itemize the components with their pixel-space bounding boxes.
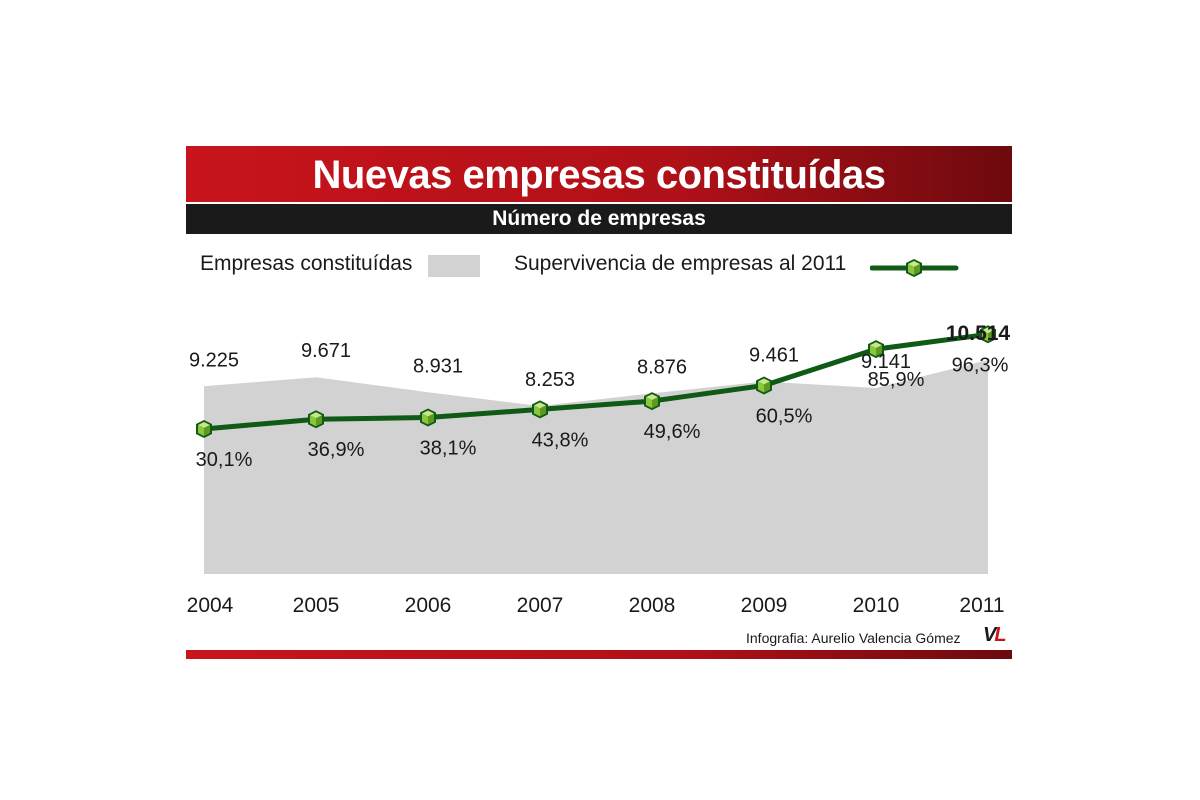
marker-cube-icon — [980, 325, 996, 344]
legend-swatch-line — [870, 259, 959, 277]
line-value-label: 60,5% — [756, 405, 813, 427]
logo-l: L — [994, 624, 1006, 646]
marker-cube-icon — [420, 408, 436, 427]
credit-text: Infografia: Aurelio Valencia Gómez — [746, 630, 961, 646]
area-value-label: 8.931 — [413, 355, 463, 377]
area-value-label: 9.225 — [189, 349, 239, 371]
area-value-label: 8.876 — [637, 356, 687, 378]
line-value-label: 38,1% — [420, 438, 477, 460]
chart-plot: 9.225 9.671 8.931 8.253 8.876 9.461 9.141 10.51… — [187, 322, 1011, 616]
x-tick-label: 2008 — [629, 594, 676, 616]
area-value-label: 9.671 — [301, 340, 351, 362]
chart-subtitle: Número de empresas — [492, 207, 706, 230]
area-value-label: 9.141 — [861, 351, 911, 373]
area-empresas-constituidas — [204, 360, 988, 574]
area-value-label: 10.514 — [946, 322, 1011, 345]
legend-swatch-area — [428, 255, 480, 277]
marker-cube-icon — [196, 419, 212, 438]
line-value-label: 36,9% — [308, 439, 365, 461]
subtitle-bar: Número de empresas — [186, 204, 1012, 234]
x-tick-label: 2009 — [741, 594, 788, 616]
x-tick-label: 2010 — [853, 594, 900, 616]
line-value-label: 49,6% — [644, 421, 701, 443]
area-value-label: 8.253 — [525, 369, 575, 391]
logo: VL — [983, 624, 1007, 647]
x-tick-label: 2007 — [517, 594, 564, 616]
x-tick-label: 2004 — [187, 594, 234, 616]
legend-marker-cube-icon — [906, 259, 922, 277]
title-bar: Nuevas empresas constituídas — [186, 146, 1012, 202]
marker-cube-icon — [756, 376, 772, 395]
bottom-bar — [186, 650, 1012, 659]
legend: Empresas constituídas Supervivencia de e… — [186, 252, 1012, 282]
line-value-label: 30,1% — [196, 449, 253, 471]
line-value-label: 43,8% — [532, 429, 589, 451]
infographic: Nuevas empresas constituídas Número de e… — [186, 146, 1012, 660]
logo-v: V — [983, 624, 996, 646]
line-value-label: 85,9% — [868, 369, 925, 391]
line-supervivencia — [201, 331, 991, 432]
marker-cube-icon — [532, 400, 548, 419]
marker-cube-icon — [644, 392, 660, 411]
marker-cube-icon — [308, 410, 324, 429]
line-value-label: 96,3% — [952, 354, 1009, 376]
legend-label-supervivencia: Supervivencia de empresas al 2011 — [514, 252, 847, 275]
legend-label-empresas: Empresas constituídas — [200, 252, 413, 275]
marker-cube-icon — [868, 340, 884, 359]
x-tick-label: 2005 — [293, 594, 340, 616]
chart-title: Nuevas empresas constituídas — [312, 153, 886, 197]
x-tick-label: 2006 — [405, 594, 452, 616]
area-value-label: 9.461 — [749, 344, 799, 366]
x-tick-label: 2011 — [959, 594, 1004, 616]
